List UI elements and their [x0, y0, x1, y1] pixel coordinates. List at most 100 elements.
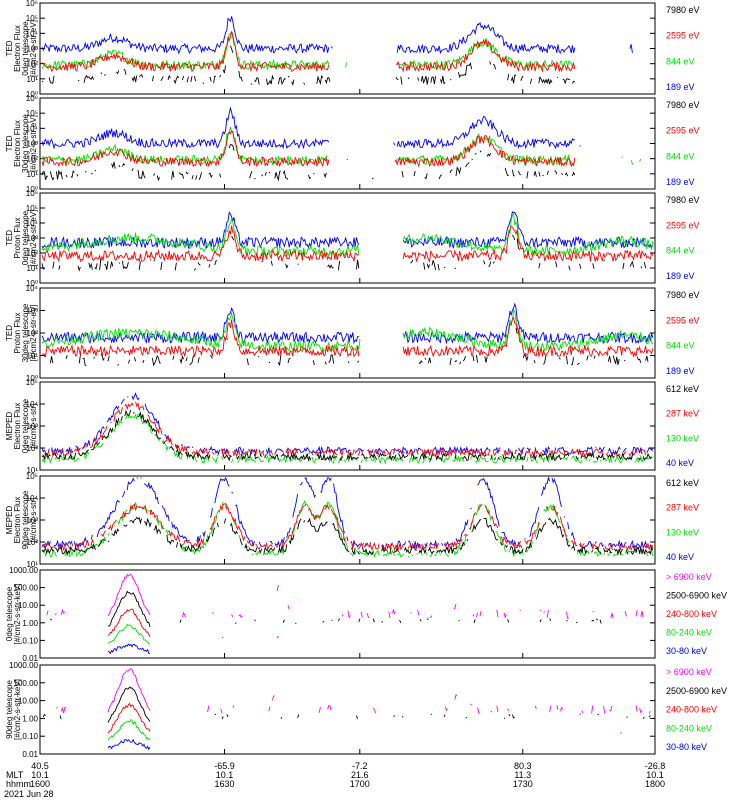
- y-tick-label: 10¹: [26, 75, 38, 84]
- y-tick-label: 10⁶: [26, 189, 38, 198]
- legend-entry: 189 eV: [666, 177, 695, 187]
- legend-entry: 189 eV: [666, 271, 695, 281]
- y-tick-label: 10.00: [18, 697, 39, 706]
- y-tick-label: 1.00: [22, 714, 38, 723]
- legend-entry: 80-240 keV: [666, 723, 712, 733]
- x-tick-label: 80.3: [514, 761, 532, 771]
- panel-8: 0.01 0.10 1.00 10.00 100.00 1000.00 90deg tele…: [5, 661, 727, 759]
- x-row-label: MLT: [6, 770, 24, 780]
- legend-entry: 7980 eV: [666, 195, 700, 205]
- series-trace-80-240-kev: [107, 623, 151, 645]
- y-tick-label: 10⁴: [26, 124, 39, 133]
- y-axis-label: TED: [5, 230, 14, 246]
- series-trace-844-ev: [41, 213, 654, 258]
- legend-entry: 2595 eV: [666, 220, 700, 230]
- y-axis-label: [#/cm2-s-str-eV]: [29, 115, 38, 172]
- legend-entry: 2595 eV: [666, 315, 700, 325]
- series-trace-612-kev: [41, 516, 654, 556]
- x-tick-label: -26.8: [645, 761, 666, 771]
- series-trace-30-80-kev: [107, 738, 151, 751]
- panel-6: 10¹ 10² 10³ 10⁴ 10⁵ MEPED Electron Flux 90deg t…: [5, 472, 699, 569]
- y-axis-label: [#/cm2-s-str]: [29, 404, 38, 448]
- y-axis-label: MEPED: [5, 412, 14, 441]
- series-trace-2595-ev: [41, 316, 654, 358]
- panel-7: 0.01 0.10 1.00 10.00 100.00 1000.00 0deg teles…: [5, 566, 727, 663]
- y-axis-label: 0deg telescope: [21, 398, 30, 453]
- x-tick-label: 10.1: [646, 770, 664, 780]
- y-axis-label: 30deg telescope: [21, 114, 30, 173]
- x-tick-label: 1630: [214, 779, 234, 789]
- series-trace-612-kev: [41, 409, 652, 462]
- series-trace-40-kev: [41, 476, 653, 550]
- legend-entry: 40 keV: [666, 458, 694, 468]
- y-tick-label: 10.00: [18, 601, 39, 610]
- legend-entry: 2500-6900 keV: [666, 686, 727, 696]
- y-tick-label: 100.00: [14, 679, 39, 688]
- x-tick-label: 10.1: [216, 770, 234, 780]
- legend-entry: 30-80 keV: [666, 742, 707, 752]
- legend-entry: 130 keV: [666, 527, 699, 537]
- legend-entry: 189 eV: [666, 366, 695, 376]
- y-tick-label: 0.10: [22, 636, 38, 645]
- y-tick-label: 10³: [26, 422, 38, 431]
- y-axis-label: [#/cm2-s-str-eV]: [29, 210, 38, 267]
- series-trace-30-80-kev: [107, 643, 151, 655]
- panel-3: 10⁰ 10¹ 10² 10³ 10⁴ 10⁵ 10⁶ TED Proton Flux 0deg …: [5, 189, 700, 288]
- y-axis-label: TED: [5, 135, 14, 151]
- legend-entry: 2595 eV: [666, 126, 700, 136]
- y-axis-label: 90deg telescope: [5, 680, 14, 739]
- y-axis-label: 0deg telescope: [21, 210, 30, 265]
- y-tick-label: 10⁵: [26, 472, 38, 481]
- y-tick-label: 10⁵: [26, 109, 38, 118]
- y-tick-label: 10⁰: [26, 185, 38, 194]
- legend-entry: > 6900 keV: [666, 572, 712, 582]
- series-trace-2595-ev: [41, 225, 654, 263]
- y-tick-label: 10³: [26, 516, 38, 525]
- x-tick-label: 1700: [350, 779, 370, 789]
- y-axis-label: 90deg telescope: [21, 490, 30, 549]
- date-label: 2021 Jun 28: [4, 789, 54, 799]
- y-tick-label: 10¹: [26, 466, 38, 475]
- y-axis-label: Proton Flux: [13, 313, 22, 354]
- series-trace--6900-kev: [47, 574, 652, 618]
- y-axis-label: [#/cm2-s-str-eV]: [29, 305, 38, 362]
- x-tick-label: 1600: [30, 779, 50, 789]
- y-axis-label: TED: [5, 40, 14, 56]
- y-tick-label: 1.00: [22, 619, 38, 628]
- legend-entry: 240-800 keV: [666, 705, 717, 715]
- y-tick-label: 10³: [26, 234, 38, 243]
- series-trace-2595-ev: [42, 131, 652, 166]
- series-trace-80-240-kev: [107, 718, 151, 741]
- plot-frame: [39, 97, 656, 190]
- y-tick-label: 0.01: [22, 750, 38, 759]
- series-trace-844-ev: [41, 308, 654, 354]
- y-tick-label: 10¹: [26, 264, 38, 273]
- y-tick-label: 10⁵: [26, 204, 38, 213]
- x-tick-label: 1730: [513, 779, 533, 789]
- x-row-label: hhmm: [6, 779, 31, 789]
- legend-entry: 287 keV: [666, 503, 699, 513]
- y-tick-label: 10⁵: [26, 378, 38, 387]
- y-tick-label: 10⁵: [26, 14, 38, 23]
- series-trace-2500-6900-kev: [43, 687, 653, 723]
- panel-5: 10¹ 10² 10³ 10⁴ 10⁵ MEPED Electron Flux 0deg te…: [5, 378, 699, 475]
- plot-frame: [39, 287, 656, 379]
- y-tick-label: 10²: [26, 329, 38, 338]
- y-tick-label: 10⁰: [26, 279, 38, 288]
- y-axis-label: 0deg telescope: [5, 586, 14, 641]
- y-tick-label: 0.10: [22, 732, 38, 741]
- legend-entry: 844 eV: [666, 151, 695, 161]
- y-tick-label: 10³: [26, 140, 38, 149]
- series-trace-189-ev: [42, 108, 632, 148]
- y-tick-label: 10⁴: [26, 284, 39, 293]
- y-axis-label: [#/cm2-s-str-keV]: [13, 679, 22, 740]
- y-tick-label: 10⁴: [26, 494, 39, 503]
- y-tick-label: 10⁰: [26, 90, 38, 99]
- legend-entry: 844 eV: [666, 246, 695, 256]
- x-tick-label: 21.6: [351, 770, 369, 780]
- legend-entry: 240-800 keV: [666, 609, 717, 619]
- series-trace-7980-ev: [44, 328, 649, 367]
- x-tick-label: 11.3: [514, 770, 531, 780]
- series-trace--6900-kev: [56, 669, 652, 714]
- legend-entry: 2595 eV: [666, 31, 700, 41]
